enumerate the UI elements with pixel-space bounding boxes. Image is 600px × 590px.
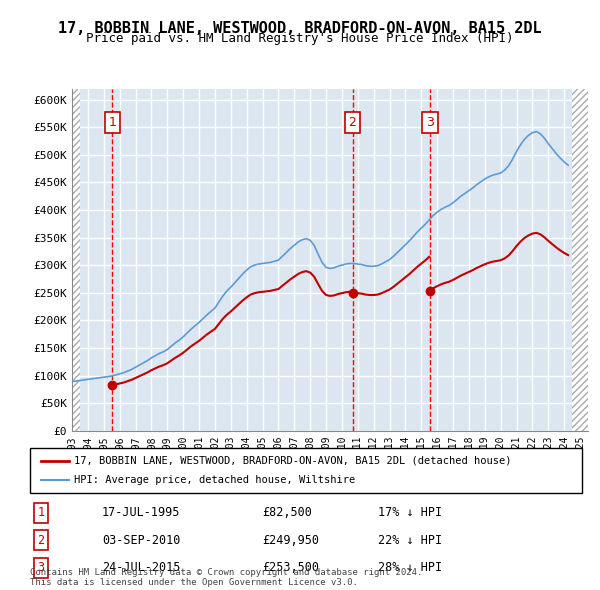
Text: 3: 3 [426, 116, 434, 129]
Bar [572, 88, 588, 431]
Text: £249,950: £249,950 [262, 534, 319, 547]
Text: 2: 2 [37, 534, 44, 547]
Text: 22% ↓ HPI: 22% ↓ HPI [378, 534, 442, 547]
Text: 17, BOBBIN LANE, WESTWOOD, BRADFORD-ON-AVON, BA15 2DL: 17, BOBBIN LANE, WESTWOOD, BRADFORD-ON-A… [58, 21, 542, 35]
Text: £82,500: £82,500 [262, 506, 312, 519]
Text: 28% ↓ HPI: 28% ↓ HPI [378, 561, 442, 574]
Text: £253,500: £253,500 [262, 561, 319, 574]
Text: 17, BOBBIN LANE, WESTWOOD, BRADFORD-ON-AVON, BA15 2DL (detached house): 17, BOBBIN LANE, WESTWOOD, BRADFORD-ON-A… [74, 456, 512, 466]
Text: 1: 1 [37, 506, 44, 519]
Text: 17-JUL-1995: 17-JUL-1995 [102, 506, 180, 519]
Text: 3: 3 [37, 561, 44, 574]
Text: 1: 1 [109, 116, 116, 129]
Text: HPI: Average price, detached house, Wiltshire: HPI: Average price, detached house, Wilt… [74, 476, 355, 485]
Text: 17% ↓ HPI: 17% ↓ HPI [378, 506, 442, 519]
Bar [72, 88, 80, 431]
Text: Contains HM Land Registry data © Crown copyright and database right 2024.
This d: Contains HM Land Registry data © Crown c… [30, 568, 422, 587]
Text: 2: 2 [349, 116, 356, 129]
Text: 24-JUL-2015: 24-JUL-2015 [102, 561, 180, 574]
FancyBboxPatch shape [30, 448, 582, 493]
Text: Price paid vs. HM Land Registry's House Price Index (HPI): Price paid vs. HM Land Registry's House … [86, 32, 514, 45]
Text: 03-SEP-2010: 03-SEP-2010 [102, 534, 180, 547]
